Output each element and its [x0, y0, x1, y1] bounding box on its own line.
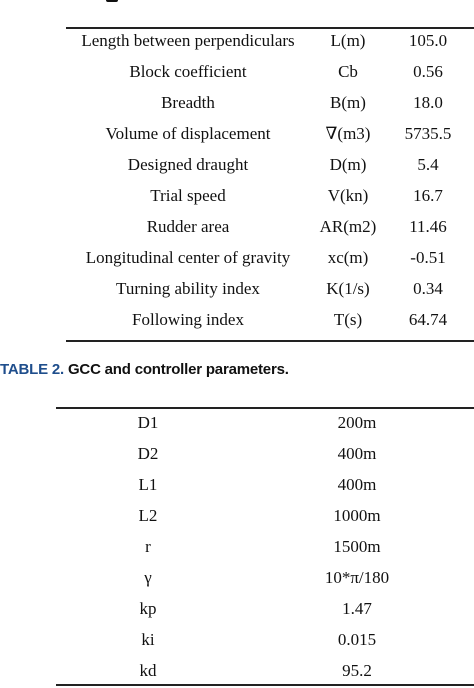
parameter-name-cell: ki: [141, 630, 155, 649]
parameter-name-cell: kd: [139, 661, 157, 680]
value-cell: 0.34: [413, 279, 443, 298]
parameter-name-cell: Length between perpendiculars: [81, 31, 295, 50]
parameter-name-cell: D1: [137, 413, 159, 432]
top-rule: [66, 27, 474, 29]
cropped-title-fragment: [106, 0, 118, 2]
parameter-name-cell: Trial speed: [150, 186, 226, 205]
value-cell: 1500m: [333, 537, 381, 556]
parameter-name-cell: r: [145, 537, 151, 556]
symbol-cell: K(1/s): [326, 279, 370, 298]
top-rule: [56, 407, 474, 409]
ship-parameters-table: Length between perpendiculars L(m) 105.0 Bl…: [66, 0, 474, 342]
value-cell: 11.46: [409, 217, 447, 236]
symbol-cell: ∇(m3): [325, 124, 371, 143]
parameter-name-cell: L2: [138, 506, 158, 525]
parameter-name-cell: Block coefficient: [129, 62, 247, 81]
parameter-name-cell: Rudder area: [146, 217, 230, 236]
value-cell: 105.0: [408, 31, 448, 50]
symbol-cell: D(m): [329, 155, 367, 174]
value-cell: 1000m: [333, 506, 381, 525]
value-cell: 1.47: [342, 599, 372, 618]
symbol-cell: Cb: [338, 62, 358, 81]
parameter-name-cell: kp: [139, 599, 157, 618]
value-cell: 5735.5: [404, 124, 452, 143]
value-cell: 18.0: [413, 93, 443, 112]
parameter-name-cell: Turning ability index: [116, 279, 260, 298]
value-cell: 64.74: [408, 310, 448, 329]
table-caption-title: GCC and controller parameters.: [67, 361, 289, 378]
parameter-name-cell: D2: [137, 444, 159, 463]
bottom-rule: [66, 340, 474, 342]
value-cell: 0.56: [413, 62, 443, 81]
value-cell: 200m: [337, 413, 377, 432]
value-cell: 400m: [337, 444, 377, 463]
symbol-cell: xc(m): [327, 248, 369, 267]
symbol-cell: AR(m2): [319, 217, 377, 236]
parameter-name-cell: Breadth: [161, 93, 215, 112]
parameter-name-cell: Longitudinal center of gravity: [85, 248, 291, 267]
symbol-cell: V(kn): [327, 186, 369, 205]
value-cell: 10*π/180: [324, 568, 390, 587]
table-caption: TABLE 2. GCC and controller parameters.: [0, 361, 289, 378]
parameter-name-cell: Following index: [132, 310, 244, 329]
symbol-cell: L(m): [330, 31, 366, 50]
symbol-cell: T(s): [333, 310, 363, 329]
value-cell: 5.4: [417, 155, 439, 174]
value-cell: -0.51: [410, 248, 446, 267]
value-cell: 0.015: [337, 630, 377, 649]
value-cell: 95.2: [342, 661, 372, 680]
bottom-rule: [56, 684, 474, 686]
parameter-name-cell: Designed draught: [127, 155, 249, 174]
parameter-name-cell: Volume of displacement: [105, 124, 271, 143]
table-caption-label: TABLE 2.: [0, 361, 64, 378]
value-cell: 400m: [337, 475, 377, 494]
parameter-name-cell: L1: [138, 475, 158, 494]
gcc-controller-table: D1 200m D2 400m L1 400m L2 1000m r 1500m γ 10*π/180…: [0, 400, 474, 688]
symbol-cell: B(m): [330, 93, 366, 112]
parameter-name-cell: γ: [144, 568, 152, 587]
value-cell: 16.7: [413, 186, 443, 205]
